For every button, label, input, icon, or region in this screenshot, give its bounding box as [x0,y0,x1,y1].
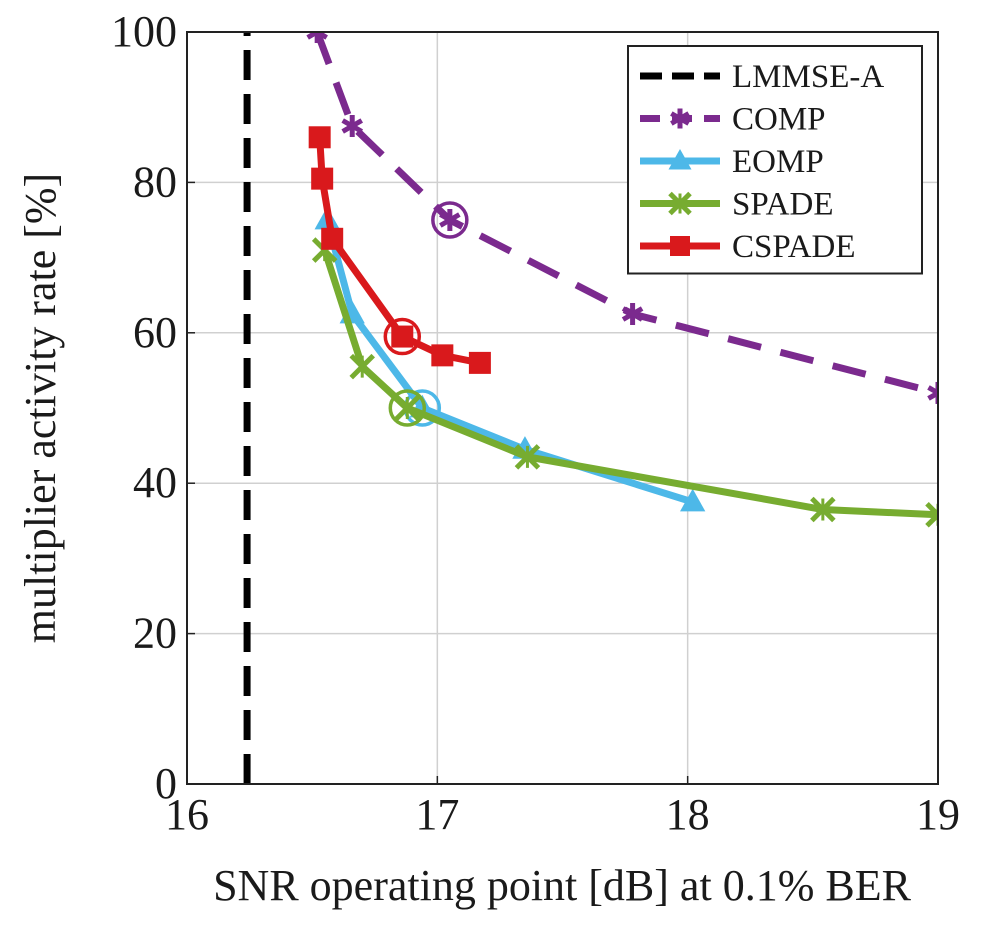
legend: LMMSE-A COMP EOMP SPADE CSPADE [627,45,923,275]
data-point [431,344,454,367]
data-point [341,115,363,137]
data-point [311,167,334,190]
plot-frame [186,31,939,785]
legend-item-lmmse-a: LMMSE-A [640,59,884,95]
marker-stroke [670,111,690,126]
tick-labels: 16 17 18 19 0 20 40 60 80 100 [111,7,960,839]
marker-stroke [925,502,938,519]
x-axis-label: SNR operating point [dB] at 0.1% BER [213,861,911,910]
legend-marker [668,149,692,170]
x-tick-label: 17 [415,790,459,839]
y-axis-label: multiplier activity rate [%] [16,173,65,643]
marker-stroke [341,118,363,134]
legend-marker [670,236,690,256]
y-tick-label: 20 [133,609,177,658]
data-point [349,353,376,380]
marker-stroke [927,390,938,401]
data-point [306,32,328,43]
legend-marker [670,108,690,129]
data-point [468,351,491,374]
data-point [514,444,541,470]
legend-item-comp: COMP [640,102,826,138]
marker-stroke [621,306,644,322]
legend-label: COMP [732,102,826,138]
series-comp [306,32,938,404]
data-point [927,381,938,404]
data-point [810,496,836,523]
legend-label: CSPADE [732,229,856,265]
legend-item-eomp: EOMP [640,144,824,180]
y-tick-label: 0 [155,759,177,808]
y-tick-label: 40 [133,458,177,507]
marker-stroke [312,32,328,40]
highlight-circle [383,317,422,356]
data-point [321,227,344,250]
y-tick-label: 100 [111,7,177,56]
marker-stroke [927,385,938,396]
highlight-circle [431,201,469,239]
x-tick-label: 18 [666,790,710,839]
y-tick-label: 80 [133,157,177,206]
marker-stroke [925,511,938,528]
data-point [391,325,414,348]
data-point [680,488,706,512]
x-tick-label: 16 [165,790,209,839]
marker-stroke [439,212,461,228]
y-tick-label: 60 [133,308,177,357]
marker-stroke [306,32,323,40]
series-line [321,249,938,519]
series-group [243,32,938,784]
data-point [925,502,938,528]
data-point [394,395,421,421]
x-tick-label: 19 [916,790,960,839]
legend-item-cspade: CSPADE [640,229,856,265]
highlight-circle [388,389,427,427]
legend-label: SPADE [732,187,834,223]
data-point [621,303,644,325]
legend-label: LMMSE-A [732,59,884,95]
legend-item-spade: SPADE [640,187,834,223]
legend-marker [668,191,692,216]
data-point [439,209,461,231]
series-spade [311,237,938,528]
series-cspade [308,126,491,374]
data-point [308,126,331,149]
legend-label: EOMP [732,144,824,180]
